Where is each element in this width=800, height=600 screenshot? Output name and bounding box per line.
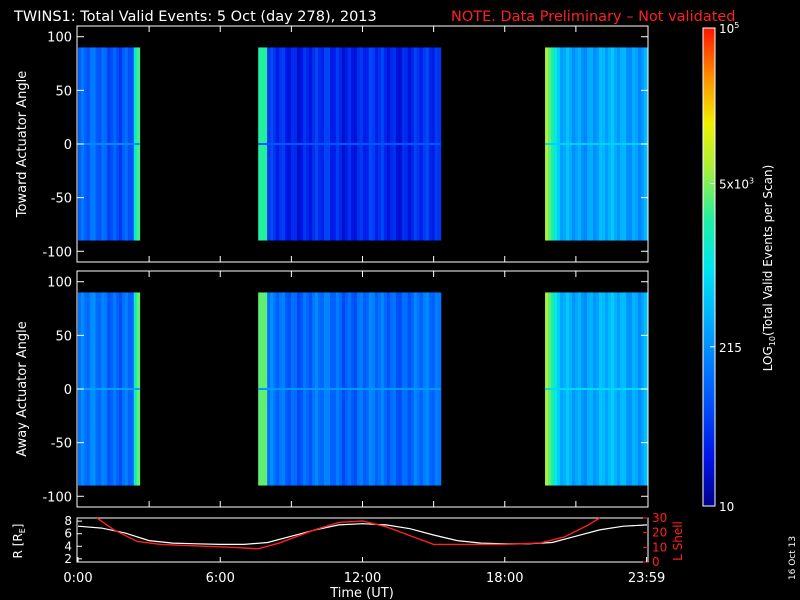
colorbar-tick-label: 10 [719, 500, 734, 514]
y-tick-label: 0 [64, 138, 72, 153]
time-tick-label: 18:00 [486, 571, 523, 586]
toward-y-axis-label: Toward Actuator Angle [15, 71, 30, 218]
radius-axis-label-sub: E [18, 528, 27, 533]
radius-axis-label: R [RE] [11, 524, 27, 559]
radius-tick-label: 8 [64, 514, 72, 528]
y-tick-label: 50 [55, 329, 72, 344]
y-tick-label: 0 [64, 383, 72, 398]
radius-tick-label: 2 [64, 552, 72, 566]
time-tick-label: 12:00 [344, 571, 381, 586]
colorbar-tick-label: 5x103 [719, 176, 754, 191]
y-tick-label: -100 [42, 245, 72, 260]
zero-angle-stripe [545, 143, 647, 145]
colorbar-tick-label: 215 [719, 341, 742, 355]
toward-y-axis-ticks: 100 50 0 -50 -100 [42, 26, 648, 262]
time-axis-label: Time (UT) [329, 586, 394, 600]
away-y-axis-label: Away Actuator Angle [15, 321, 30, 456]
radius-tick-label: 6 [64, 527, 72, 541]
lshell-axis-label: L Shell [671, 521, 685, 561]
time-tick-label: 23:59 [628, 571, 665, 586]
y-tick-label: 100 [47, 31, 72, 46]
radius-series-line [77, 523, 648, 546]
lshell-tick-label: 30 [652, 511, 667, 525]
preliminary-note: NOTE. Data Preliminary – Not validated [451, 9, 736, 25]
zero-angle-stripe [545, 388, 647, 390]
lshell-series-line [96, 517, 600, 550]
y-tick-label: 100 [47, 276, 72, 291]
radius-tick-label: 4 [64, 539, 72, 553]
time-axis-ticks: 0:00 6:00 12:00 18:00 23:59 [63, 557, 665, 586]
time-tick-label: 6:00 [206, 571, 235, 586]
y-tick-label: -100 [42, 490, 72, 505]
away-heatmap-cells [78, 292, 648, 486]
y-tick-label: -50 [51, 192, 72, 207]
colorbar-ticks: 105 5x103 215 10 [710, 21, 754, 514]
zero-angle-stripe [78, 143, 140, 145]
away-angle-heatmap: 100 50 0 -50 -100 Away Actuator Angle [15, 270, 649, 508]
colorbar-gradient [702, 27, 716, 507]
lshell-tick-label: 0 [652, 555, 660, 569]
zero-angle-stripe [258, 143, 441, 145]
lshell-tick-label: 20 [652, 526, 667, 540]
toward-heatmap-cells [78, 47, 648, 241]
colorbar-tick-label: 105 [719, 21, 739, 36]
date-stamp: 16 Oct 13 [788, 536, 798, 580]
colorbar-label-sub: 10 [768, 336, 777, 346]
time-tick-label: 0:00 [63, 571, 92, 586]
zero-angle-stripe [258, 388, 441, 390]
y-tick-label: -50 [51, 437, 72, 452]
figure-title: TWINS1: Total Valid Events: 5 Oct (day 2… [13, 9, 377, 25]
colorbar-label: LOG10(Total Valid Events per Scan) [761, 165, 777, 372]
lshell-tick-label: 10 [652, 540, 667, 554]
toward-angle-heatmap: 100 50 0 -50 -100 Toward Actuator Angle [15, 25, 649, 263]
colorbar: 105 5x103 215 10 LOG10(Total Valid Events p… [702, 21, 777, 514]
away-y-axis-ticks: 100 50 0 -50 -100 [42, 271, 648, 507]
y-tick-label: 50 [55, 84, 72, 99]
zero-angle-stripe [78, 388, 140, 390]
